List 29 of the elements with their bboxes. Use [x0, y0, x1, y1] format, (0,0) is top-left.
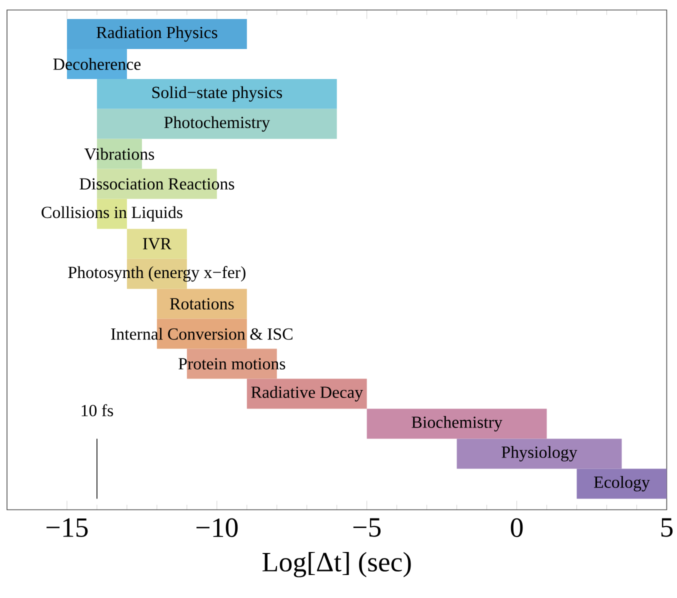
bar: [96, 79, 337, 110]
y-tick-label: Photochemistry: [164, 116, 270, 132]
y-tick-label: Radiation Physics: [96, 26, 218, 42]
y-tick-label: Ecology: [594, 476, 650, 492]
y-tick-label: Physiology: [502, 446, 578, 462]
y-tick-label: Vibrations: [84, 148, 154, 160]
bar: [156, 288, 247, 319]
y-tick-label: Dissociation Reactions: [80, 178, 234, 190]
y-tick-label: Biochemistry: [412, 416, 502, 432]
y-tick-label: Collisions in Liquids: [42, 206, 182, 222]
ref-line-label: 10 fs: [82, 404, 114, 416]
x-tick-label: −5: [353, 518, 381, 537]
y-tick-label: Solid−state physics: [152, 86, 282, 102]
y-tick-label: IVR: [142, 238, 172, 250]
x-axis-title: Log[Δt] (sec): [262, 552, 411, 578]
x-tick-label: −10: [196, 518, 238, 538]
y-tick-label: Protein motions: [178, 358, 286, 370]
x-tick-label: 5: [661, 518, 673, 537]
bar: [576, 468, 667, 499]
bar: [96, 109, 337, 140]
x-tick-label: 0: [510, 518, 523, 538]
bar: [456, 438, 622, 469]
x-tick-label: −15: [46, 518, 88, 538]
y-tick-label: Photosynth (energy x−fer): [68, 266, 246, 282]
bar: [126, 228, 187, 259]
y-tick-label: Rotations: [170, 298, 234, 310]
bar: [366, 408, 547, 439]
y-tick-label: Radiative Decay: [251, 386, 363, 402]
y-tick-label: Internal Conversion & ISC: [111, 328, 292, 340]
